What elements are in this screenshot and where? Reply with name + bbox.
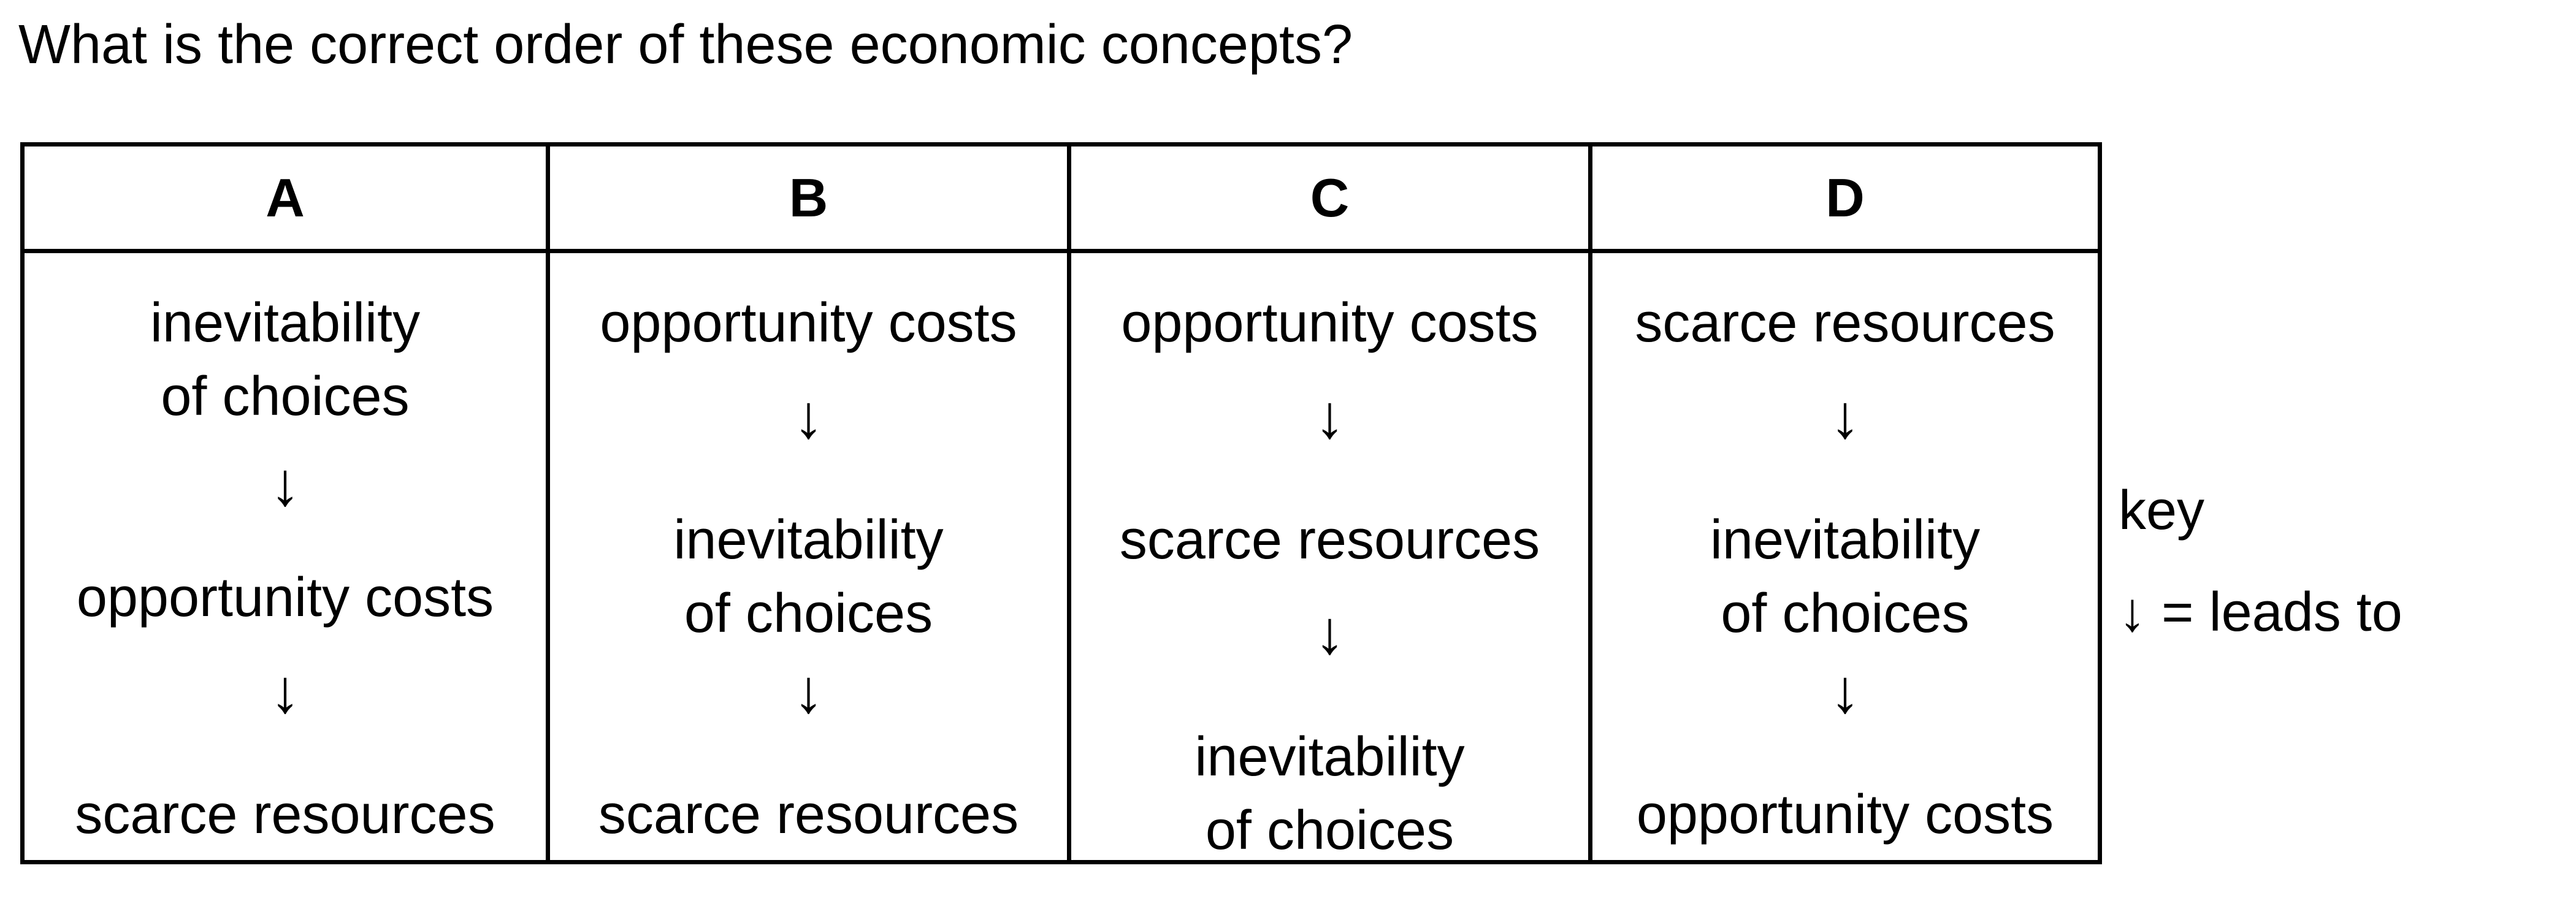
concept-d-3: opportunity costs — [1592, 778, 2098, 851]
concept-d-2: inevitability of choices — [1592, 503, 2098, 650]
key-entry: ↓ = leads to — [2119, 579, 2402, 646]
concept-c-3-line2: of choices — [1205, 800, 1454, 861]
key-arrow-symbol: ↓ — [2119, 582, 2146, 643]
concept-c-1-line1: opportunity costs — [1121, 292, 1538, 354]
option-label-d: D — [1825, 167, 1865, 228]
concept-d-3-line1: opportunity costs — [1636, 784, 2054, 845]
concept-b-1: opportunity costs — [550, 286, 1067, 360]
concept-a-1-line1: inevitability — [150, 292, 421, 354]
concept-a-2: opportunity costs — [25, 561, 546, 634]
option-label-c: C — [1310, 167, 1350, 228]
leads-to-arrow: ↓ — [793, 657, 824, 726]
concept-b-3-line1: scarce resources — [598, 784, 1019, 845]
leads-to-arrow: ↓ — [1830, 657, 1860, 726]
concept-c-2-line1: scarce resources — [1119, 509, 1540, 571]
concept-d-1: scarce resources — [1592, 286, 2098, 360]
concept-a-1: inevitability of choices — [25, 286, 546, 433]
leads-to-arrow: ↓ — [1314, 598, 1345, 667]
concept-b-3: scarce resources — [550, 778, 1067, 851]
concept-b-2-line1: inevitability — [673, 509, 944, 571]
header-divider — [25, 249, 2098, 253]
key-legend: key ↓ = leads to — [2119, 477, 2402, 646]
concept-b-2: inevitability of choices — [550, 503, 1067, 650]
option-label-b: B — [789, 167, 828, 228]
concept-a-3: scarce resources — [25, 778, 546, 851]
option-label-a: A — [266, 167, 305, 228]
concept-c-2: scarce resources — [1071, 503, 1588, 577]
concept-d-1-line1: scarce resources — [1635, 292, 2055, 354]
concept-b-1-line1: opportunity costs — [600, 292, 1017, 354]
concept-c-1: opportunity costs — [1071, 286, 1588, 360]
leads-to-arrow: ↓ — [1830, 382, 1860, 451]
option-column-d: D scarce resources ↓ inevitability of ch… — [1588, 146, 2098, 860]
key-meaning: = leads to — [2161, 582, 2402, 643]
concept-a-1-line2: of choices — [161, 366, 410, 427]
concept-a-3-line1: scarce resources — [75, 784, 495, 845]
option-column-c: C opportunity costs ↓ scarce resources ↓… — [1067, 146, 1588, 861]
concept-c-3-line1: inevitability — [1194, 726, 1465, 788]
concept-d-2-line1: inevitability — [1710, 509, 1981, 571]
option-column-a: A inevitability of choices ↓ opportunity… — [25, 146, 546, 860]
leads-to-arrow: ↓ — [270, 657, 300, 726]
concept-b-2-line2: of choices — [684, 583, 933, 644]
option-column-b: B opportunity costs ↓ inevitability of c… — [546, 146, 1067, 860]
leads-to-arrow: ↓ — [270, 450, 300, 519]
concept-d-2-line2: of choices — [1721, 583, 1970, 644]
options-table: A inevitability of choices ↓ opportunity… — [20, 142, 2102, 864]
question-text: What is the correct order of these econo… — [18, 14, 1353, 75]
leads-to-arrow: ↓ — [1314, 382, 1345, 451]
concept-a-2-line1: opportunity costs — [76, 567, 494, 628]
leads-to-arrow: ↓ — [793, 382, 824, 451]
key-title: key — [2119, 480, 2205, 541]
concept-c-3: inevitability of choices — [1071, 720, 1588, 867]
